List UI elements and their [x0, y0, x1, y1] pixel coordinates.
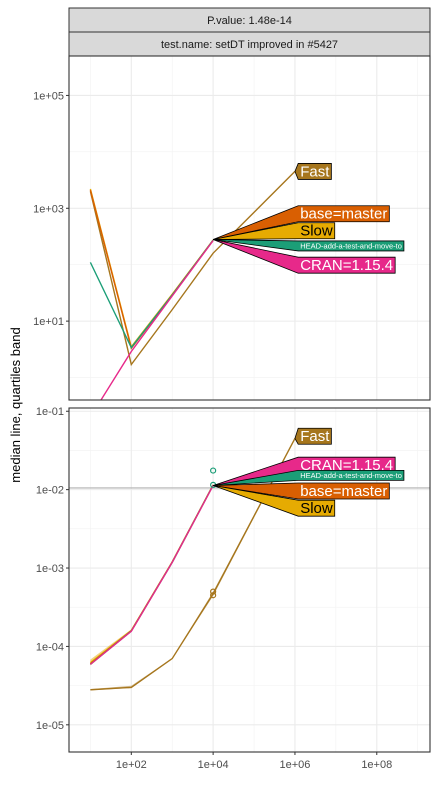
label-head-add-a-test-and-move-to: HEAD-add-a-test-and-move-to	[213, 469, 405, 486]
point-fast	[210, 592, 217, 599]
y-tick-label: 1e+03	[33, 203, 64, 215]
label-box-slow	[212, 485, 336, 517]
facet-strip-pvalue-text: P.value: 1.48e-14	[207, 15, 292, 27]
panel-border	[68, 55, 431, 401]
x-axis: 1e+02 1e+04 1e+06 1e+08	[116, 752, 392, 771]
series-line-fast	[89, 170, 296, 367]
label-text-slow: Slow	[300, 223, 333, 240]
label-text-base-master: base=master	[300, 206, 387, 223]
label-base-master: base=master	[212, 205, 390, 240]
label-base-master: base=master	[213, 482, 390, 500]
label-head-add-a-test-and-move-to: HEAD-add-a-test-and-move-to	[213, 239, 405, 252]
direct-labels: Fast CRAN=1.15.4HEAD-add-a-test-and-move-…	[212, 427, 405, 517]
label-text-fast: Fast	[300, 428, 330, 445]
y-tick-label: 1e-02	[36, 485, 64, 497]
facet-strip-pvalue: P.value: 1.48e-14	[68, 7, 431, 33]
label-text-slow: Slow	[300, 500, 333, 517]
label-text-head-add-a-test-and-move-to: HEAD-add-a-test-and-move-to	[300, 471, 402, 480]
label-box-head-add-a-test-and-move-to	[213, 469, 405, 486]
series-line-cran-1-15-4	[100, 240, 214, 400]
x-tick-label: 1e+08	[361, 759, 392, 771]
label-fast: Fast	[294, 163, 332, 180]
facet-strip-testname-text: test.name: setDT improved in #5427	[161, 39, 338, 51]
label-box-base-master	[213, 482, 390, 500]
label-slow: Slow	[213, 222, 336, 240]
x-tick-label: 1e+04	[198, 759, 229, 771]
y-tick-label: 1e-01	[36, 406, 64, 418]
point-head-add-a-test-and-move-to	[210, 467, 217, 474]
y-tick-label: 1e-05	[36, 720, 64, 732]
point-fast	[210, 588, 217, 595]
x-tick-label: 1e+02	[116, 759, 147, 771]
panel-data	[89, 170, 296, 400]
x-tick-label: 1e+06	[279, 759, 310, 771]
series-line-fast	[90, 438, 296, 691]
label-box-base-master	[212, 205, 390, 240]
panel-border	[68, 407, 431, 753]
label-cran-1-15-4: CRAN=1.15.4	[212, 239, 396, 274]
panel-data	[89, 437, 296, 691]
y-tick-label: 1e+05	[33, 90, 64, 102]
facet-strip-testname: test.name: setDT improved in #5427	[68, 31, 431, 57]
label-text-fast: Fast	[300, 163, 330, 180]
label-text-head-add-a-test-and-move-to: HEAD-add-a-test-and-move-to	[300, 242, 402, 251]
label-box-head-add-a-test-and-move-to	[213, 239, 405, 252]
label-box-cran-1-15-4	[212, 239, 396, 274]
label-box-slow	[213, 222, 336, 240]
label-text-cran-1-15-4: CRAN=1.15.4	[300, 457, 393, 474]
grid	[69, 56, 430, 400]
y-tick-label: 1e-04	[36, 641, 64, 653]
y-axis-label: median line, quartiles band	[8, 327, 23, 482]
label-box-fast	[294, 163, 332, 180]
label-slow: Slow	[212, 485, 336, 517]
series-line-cran-1-15-4	[89, 485, 214, 665]
label-box-fast	[294, 427, 332, 445]
label-fast: Fast	[294, 427, 332, 445]
label-text-base-master: base=master	[300, 483, 387, 500]
panel-bottom: 1e-05 1e-04 1e-03 1e-02 1e-01 Fast CRAN=1.15.4…	[36, 406, 431, 753]
label-text-cran-1-15-4: CRAN=1.15.4	[300, 257, 393, 274]
y-tick-label: 1e+01	[33, 316, 64, 328]
y-tick-label: 1e-03	[36, 563, 64, 575]
